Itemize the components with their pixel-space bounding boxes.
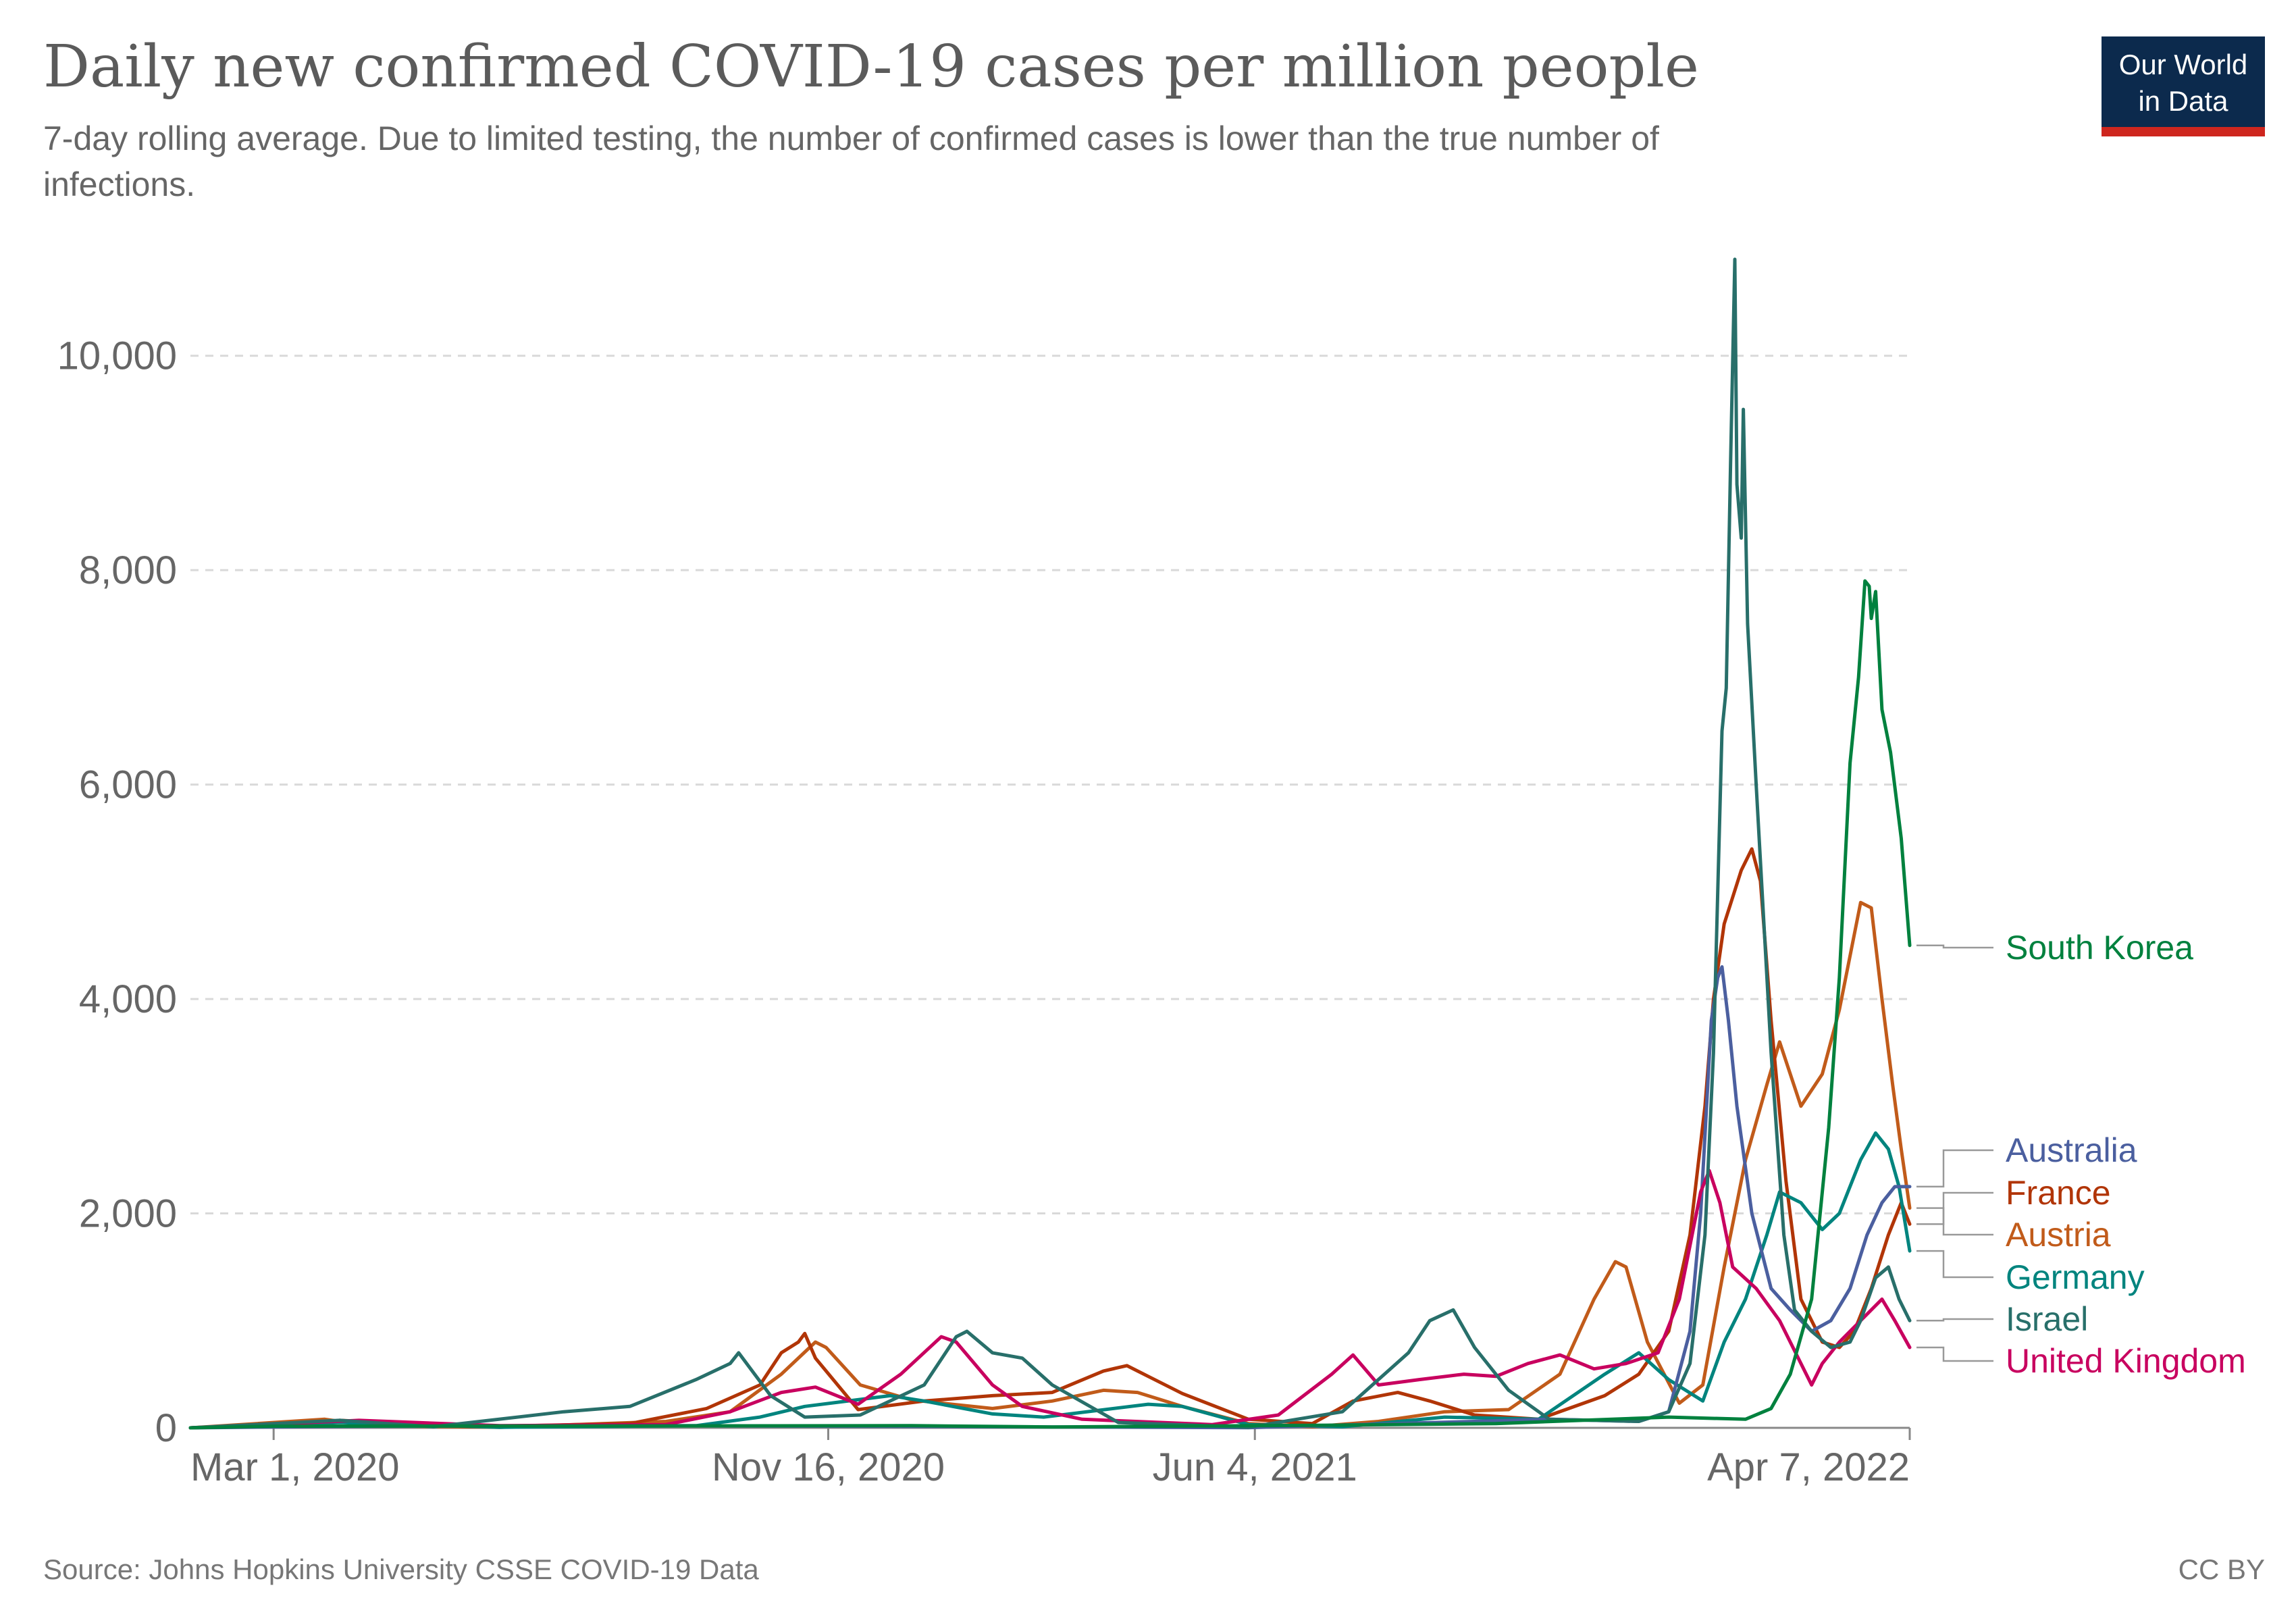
chart-subtitle-line-2: infections. [43,165,195,203]
legend-connector [1916,1346,1993,1362]
y-tick-label: 4,000 [79,977,177,1021]
logo-line-1: Our World [2119,49,2248,80]
legend-label[interactable]: United Kingdom [2006,1342,2246,1380]
legend-connector [1916,1250,1993,1279]
license-label: CC BY [2178,1553,2265,1585]
legend-label[interactable]: Germany [2006,1258,2145,1296]
series-lines [188,257,1912,1430]
legend-connector [1916,1149,1993,1188]
logo-background [2102,36,2265,127]
series-line-south-korea[interactable] [188,579,1912,1430]
x-tick-label: Apr 7, 2022 [1707,1445,1910,1489]
legend-connector [1916,1318,1993,1322]
legend-label[interactable]: Israel [2006,1300,2088,1338]
source-note: Source: Johns Hopkins University CSSE CO… [43,1553,759,1585]
chart-title: Daily new confirmed COVID-19 cases per m… [43,33,1699,101]
x-tick-label: Nov 16, 2020 [712,1445,945,1489]
legend-connector [1916,944,1993,949]
y-tick-label: 0 [155,1406,177,1450]
legend: South Korea Australia France Austria Germany… [1916,929,2246,1380]
legend-connector [1916,1207,1993,1236]
x-axis: Mar 1, 2020 Nov 16, 2020 Jun 4, 2021 Apr 7,… [190,1426,1911,1489]
series-line-united-kingdom[interactable] [188,1168,1912,1430]
y-tick-label: 6,000 [79,763,177,807]
series-line-germany[interactable] [188,1131,1912,1430]
y-tick-label: 8,000 [79,548,177,592]
owid-logo[interactable]: Our World in Data [2102,36,2265,136]
series-line-austria[interactable] [188,900,1912,1430]
logo-line-2: in Data [2138,85,2228,117]
grid-lines [190,355,1910,1215]
legend-label[interactable]: South Korea [2006,929,2193,967]
series-line-australia[interactable] [188,965,1912,1430]
legend-label[interactable]: France [2006,1174,2111,1212]
series-line-france[interactable] [188,847,1912,1430]
logo-accent-bar [2102,127,2265,136]
y-axis-labels: 0 2,000 4,000 6,000 8,000 10,000 [57,334,177,1450]
x-tick-label: Jun 4, 2021 [1153,1445,1357,1489]
chart-subtitle-line-1: 7-day rolling average. Due to limited te… [43,120,1659,157]
legend-label[interactable]: Australia [2006,1131,2137,1169]
y-tick-label: 2,000 [79,1192,177,1236]
y-tick-label: 10,000 [57,334,177,378]
x-tick-label: Mar 1, 2020 [190,1445,400,1489]
series-line-israel[interactable] [188,257,1912,1430]
legend-label[interactable]: Austria [2006,1216,2111,1254]
